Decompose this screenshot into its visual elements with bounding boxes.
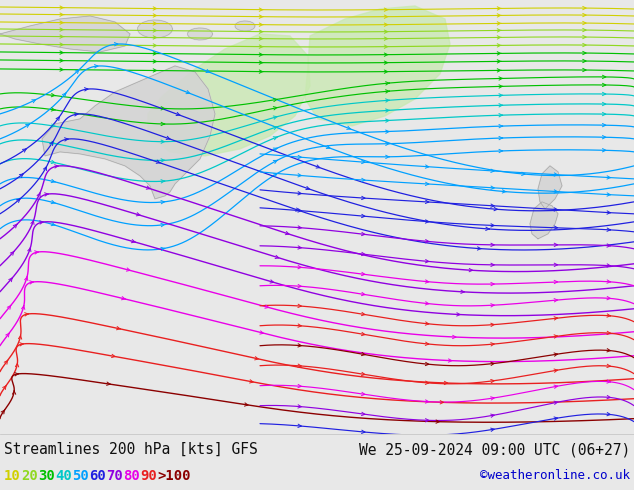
Text: 40: 40 — [55, 469, 72, 483]
Polygon shape — [0, 16, 130, 52]
Polygon shape — [305, 6, 450, 126]
Polygon shape — [530, 202, 558, 239]
Polygon shape — [538, 166, 562, 209]
Polygon shape — [188, 28, 212, 40]
Text: >100: >100 — [157, 469, 190, 483]
Polygon shape — [235, 21, 255, 31]
Text: We 25-09-2024 09:00 UTC (06+27): We 25-09-2024 09:00 UTC (06+27) — [359, 442, 630, 457]
Polygon shape — [42, 66, 215, 199]
Text: Streamlines 200 hPa [kts] GFS: Streamlines 200 hPa [kts] GFS — [4, 442, 258, 457]
Polygon shape — [148, 34, 310, 156]
Text: 90: 90 — [140, 469, 157, 483]
Text: ©weatheronline.co.uk: ©weatheronline.co.uk — [480, 469, 630, 483]
Text: 10: 10 — [4, 469, 21, 483]
Text: 80: 80 — [123, 469, 139, 483]
Text: 70: 70 — [106, 469, 123, 483]
Text: 30: 30 — [38, 469, 55, 483]
Text: 60: 60 — [89, 469, 106, 483]
Text: 50: 50 — [72, 469, 89, 483]
Polygon shape — [138, 20, 172, 38]
Text: 20: 20 — [21, 469, 38, 483]
